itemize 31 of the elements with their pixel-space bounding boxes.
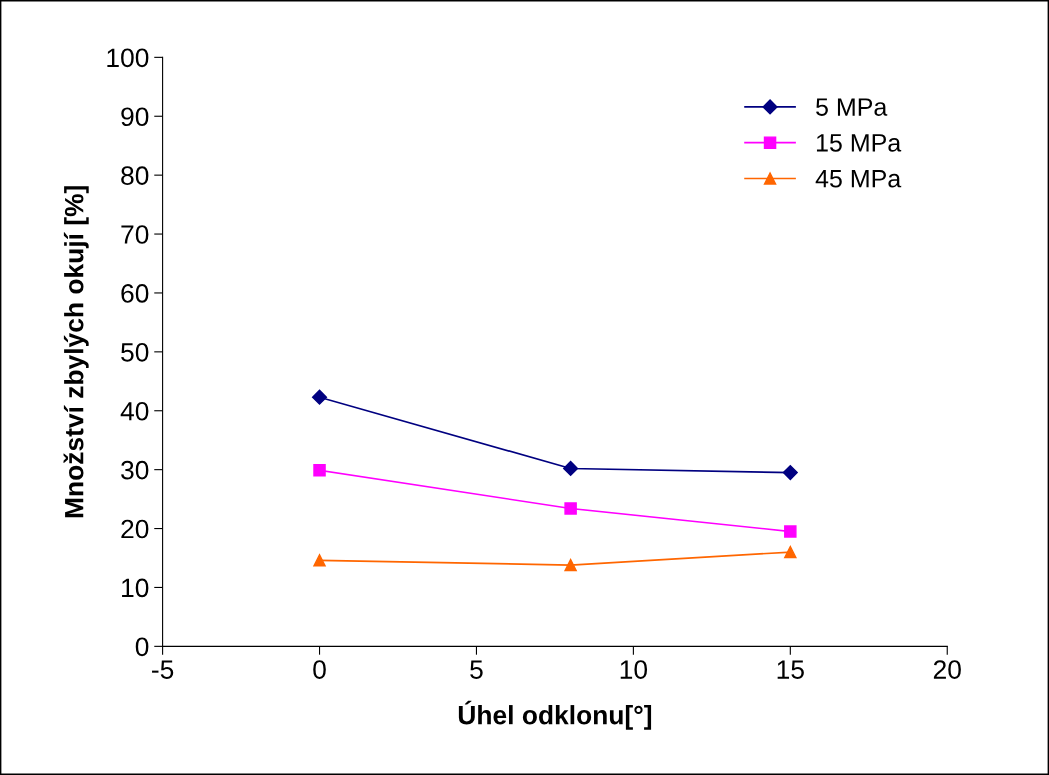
legend-label: 5 MPa: [816, 98, 888, 116]
y-tick-label: 10: [122, 578, 149, 598]
x-tick-label: -5: [152, 660, 174, 679]
y-tick-label: 30: [121, 460, 149, 480]
y-tick-label: 70: [121, 225, 149, 244]
y-tick-label: 90: [121, 107, 149, 127]
point: [313, 554, 326, 567]
point: [311, 389, 328, 405]
x-axis-title: Úhel odklonu[°]: [458, 700, 652, 730]
point: [564, 502, 577, 515]
point: [313, 463, 326, 477]
y-tick-label: 100: [107, 48, 149, 68]
y-tick-label: 80: [121, 166, 149, 185]
y-tick-label: 0: [135, 637, 149, 657]
x-tick-label: 10: [620, 660, 648, 679]
x-tick-label: 15: [777, 660, 804, 679]
legend-label: 45 MPa: [815, 170, 902, 188]
y-tick-label: 60: [121, 284, 149, 303]
point: [784, 545, 797, 559]
x-tick-label: 5: [470, 660, 483, 679]
x-tick-label: 20: [933, 660, 961, 679]
point: [564, 558, 577, 572]
point: [563, 460, 579, 477]
point: [782, 465, 798, 481]
point: [784, 525, 797, 538]
y-tick-label: 50: [121, 342, 149, 362]
y-tick-label: 40: [120, 401, 149, 421]
y-axis-title: Množství zbylých okují [%]: [63, 186, 89, 518]
x-tick-label: 0: [313, 660, 326, 679]
y-tick-label: 20: [121, 519, 149, 539]
legend-label: 15 MPa: [816, 134, 902, 152]
